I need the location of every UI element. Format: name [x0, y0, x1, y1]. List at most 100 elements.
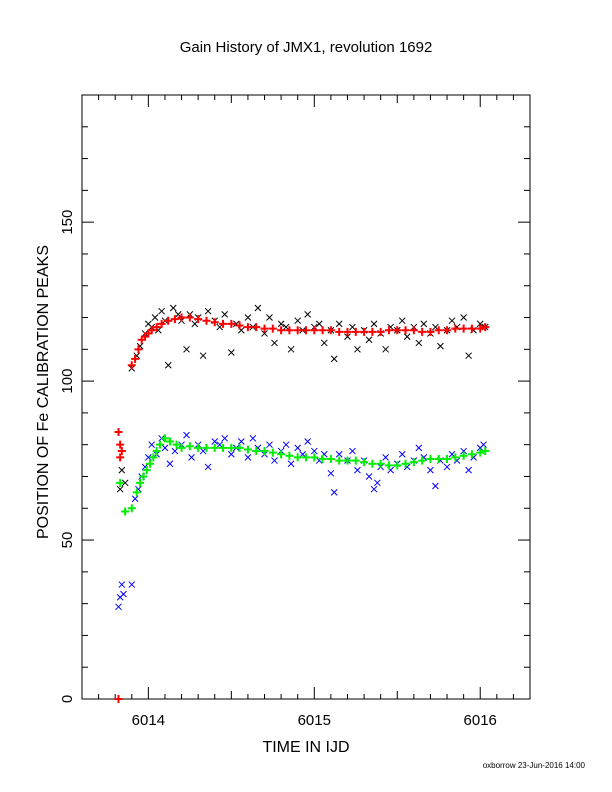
black_scatter-point — [415, 339, 423, 347]
red_fit-point — [335, 327, 344, 336]
red_fit-point — [326, 326, 335, 335]
green_fit-point — [476, 448, 485, 457]
black_scatter-point — [227, 349, 235, 356]
red_fit-point — [117, 447, 126, 456]
black_scatter-point — [191, 320, 199, 328]
red_fit-point — [451, 324, 460, 333]
black_scatter-point — [432, 323, 439, 331]
green_fit-point — [194, 443, 203, 452]
blue_scatter-point — [199, 447, 207, 455]
red_fit-point — [210, 318, 219, 327]
black_scatter-point — [199, 352, 207, 360]
green_fit-point — [219, 443, 228, 452]
x-axis-label: TIME IN IJD — [262, 739, 349, 756]
x-tick-label: 6016 — [464, 712, 497, 729]
green_fit-point — [252, 447, 261, 456]
footer-credit: oxborrow 23-Jun-2016 14:00 — [483, 761, 586, 770]
red_fit-point — [219, 319, 228, 328]
green_fit-point — [235, 443, 244, 452]
black_scatter-point — [118, 466, 126, 474]
red_fit-point — [426, 327, 435, 336]
black_scatter-point — [204, 307, 212, 315]
axis-ticks — [82, 95, 530, 700]
black_scatter-point — [116, 485, 124, 493]
black_scatter-point — [287, 345, 295, 353]
red_fit-point — [157, 319, 166, 328]
red_fit-point — [481, 323, 490, 332]
blue_scatter-point — [271, 457, 278, 464]
black_scatter-point — [164, 361, 172, 369]
blue_scatter-point — [120, 590, 127, 598]
blue_scatter-point — [373, 479, 381, 487]
red_fit-point — [252, 323, 261, 332]
blue_scatter-point — [304, 438, 312, 445]
blue_scatter-point — [349, 447, 356, 455]
green_fit-point — [268, 448, 277, 457]
red_fit-point — [114, 695, 123, 703]
black_scatter-point — [244, 314, 252, 321]
blue_scatter-point — [171, 447, 179, 455]
green_fit-point — [343, 456, 352, 465]
green_fit-point — [293, 453, 302, 462]
black_scatter-point — [465, 352, 472, 360]
blue_scatter-point — [480, 441, 487, 449]
red_fit-point — [235, 321, 244, 330]
blue_scatter-point — [310, 447, 318, 455]
red_fit-point — [170, 315, 179, 324]
green_fit-point — [152, 447, 161, 456]
black_scatter-point — [354, 345, 361, 353]
red_fit-point — [434, 326, 443, 335]
blue_scatter-point — [335, 450, 343, 458]
red_fit-point — [393, 326, 402, 335]
green_fit-point — [434, 454, 443, 463]
black_scatter-point — [271, 339, 278, 347]
blue_scatter-point — [354, 466, 361, 474]
black_scatter-point — [294, 317, 302, 325]
red_fit-point — [368, 327, 377, 336]
black_scatter-point — [254, 304, 262, 312]
y-tick-label: 150 — [59, 210, 76, 235]
blue_scatter-point — [294, 444, 302, 452]
data-marks — [114, 304, 490, 703]
blue_scatter-point — [166, 460, 174, 468]
black_scatter-point — [330, 355, 338, 363]
green_fit-point — [260, 447, 269, 456]
red_fit-point — [131, 354, 140, 363]
blue_scatter-point — [327, 469, 335, 477]
blue_scatter-point — [148, 441, 156, 449]
red_fit-point — [459, 324, 468, 333]
blue_scatter-point — [161, 444, 169, 452]
green_fit-point — [277, 450, 286, 459]
black_scatter-point — [315, 320, 323, 328]
blue_scatter-point — [432, 482, 439, 490]
red_fit-point — [268, 324, 277, 333]
green_fit-point — [172, 440, 181, 449]
x-tick-labels: 6014 6015 6016 — [132, 712, 497, 729]
blue_scatter-point — [282, 441, 290, 449]
black_scatter-point — [174, 310, 182, 318]
green_fit-point — [426, 454, 435, 463]
chart-title: Gain History of JMX1, revolution 1692 — [180, 39, 433, 56]
green_fit-point — [302, 453, 310, 462]
red_fit-point — [351, 327, 360, 336]
red_fit-point — [277, 326, 286, 335]
y-tick-label: 100 — [59, 369, 76, 394]
blue_scatter-point — [287, 460, 295, 468]
black_scatter-point — [437, 342, 444, 350]
black_scatter-point — [169, 304, 177, 312]
red_fit-point — [116, 440, 125, 449]
green_fit-point — [409, 458, 418, 467]
green_fit-point — [318, 454, 327, 463]
black_scatter-series — [116, 304, 489, 493]
green_fit-point — [139, 472, 148, 481]
blue_scatter-point — [465, 466, 472, 474]
green_fit-point — [418, 456, 427, 465]
green_fit-point — [467, 450, 476, 459]
blue_scatter-point — [118, 581, 126, 588]
red_fit-point — [384, 326, 393, 335]
green_fit-point — [243, 445, 252, 454]
blue_scatter-point — [398, 450, 406, 458]
black_scatter-point — [398, 317, 406, 325]
blue_scatter-point — [443, 463, 451, 471]
blue_scatter-point — [448, 450, 456, 458]
